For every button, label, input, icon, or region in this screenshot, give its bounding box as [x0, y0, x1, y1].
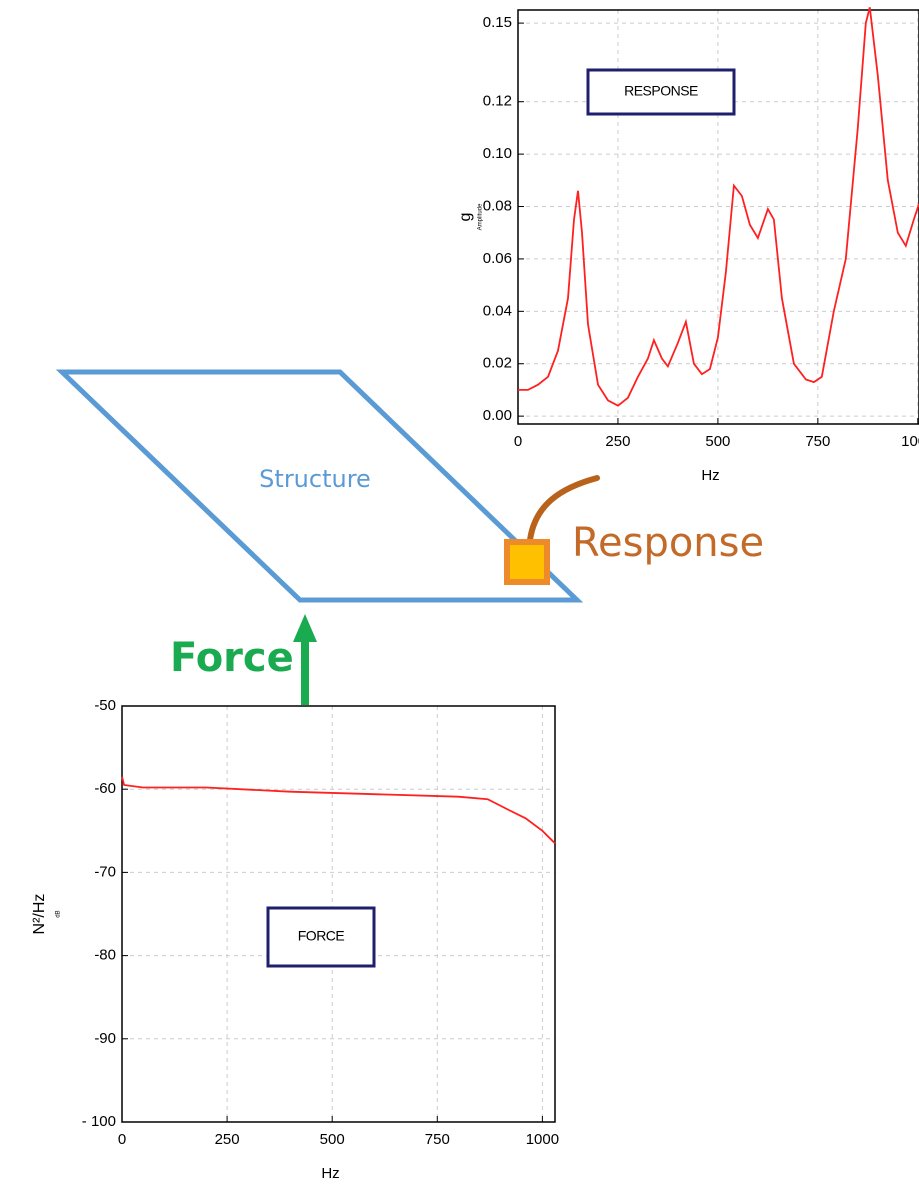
- y-tick-label: 0.15: [483, 14, 512, 31]
- y-tick-label: 0.02: [483, 355, 512, 372]
- y-tick-label: -90: [94, 1030, 116, 1047]
- x-tick-label: 500: [320, 1131, 345, 1148]
- force-label: Force: [170, 635, 294, 681]
- annotation: RESPONSE: [624, 83, 698, 99]
- x-axis-label: Hz: [701, 467, 719, 484]
- y-tick-label: -60: [94, 780, 116, 797]
- y-tick-label: -80: [94, 947, 116, 964]
- response-label: Response: [572, 520, 764, 566]
- x-tick-label: 500: [705, 433, 730, 450]
- annotation: FORCE: [298, 928, 345, 944]
- y-tick-label: 0.04: [483, 302, 512, 319]
- x-tick-label: 1000: [901, 433, 919, 450]
- y-tick-label: 0.08: [483, 197, 512, 214]
- y-tick-label: -50: [94, 697, 116, 714]
- y-tick-label: 0.06: [483, 250, 512, 267]
- y-axis-sublabel: dB: [56, 910, 62, 917]
- page: Structure Response Force 0.00 0.02 0.04 0.0…: [0, 0, 919, 1190]
- sensor: [507, 542, 547, 582]
- x-tick-label: 250: [605, 433, 630, 450]
- x-tick-label: 0: [514, 433, 522, 450]
- data-line: [122, 777, 555, 844]
- y-axis-sublabel: Amplitude: [478, 203, 484, 230]
- y-tick-label: 0.12: [483, 93, 512, 110]
- force-arrow-head: [293, 614, 317, 642]
- x-tick-label: 750: [805, 433, 830, 450]
- x-tick-label: 1000: [526, 1131, 559, 1148]
- x-tick-label: 0: [118, 1131, 126, 1148]
- y-axis-label: g: [457, 213, 474, 222]
- y-tick-label: 0.00: [483, 407, 512, 424]
- x-tick-label: 250: [215, 1131, 240, 1148]
- y-tick-label: - 100: [82, 1113, 116, 1130]
- y-axis-label: N²/Hz: [31, 894, 48, 935]
- y-tick-label: -70: [94, 863, 116, 880]
- structure-label: Structure: [259, 465, 371, 493]
- y-tick-label: 0.10: [483, 145, 512, 162]
- x-tick-label: 750: [425, 1131, 450, 1148]
- x-axis-label: Hz: [321, 1165, 339, 1182]
